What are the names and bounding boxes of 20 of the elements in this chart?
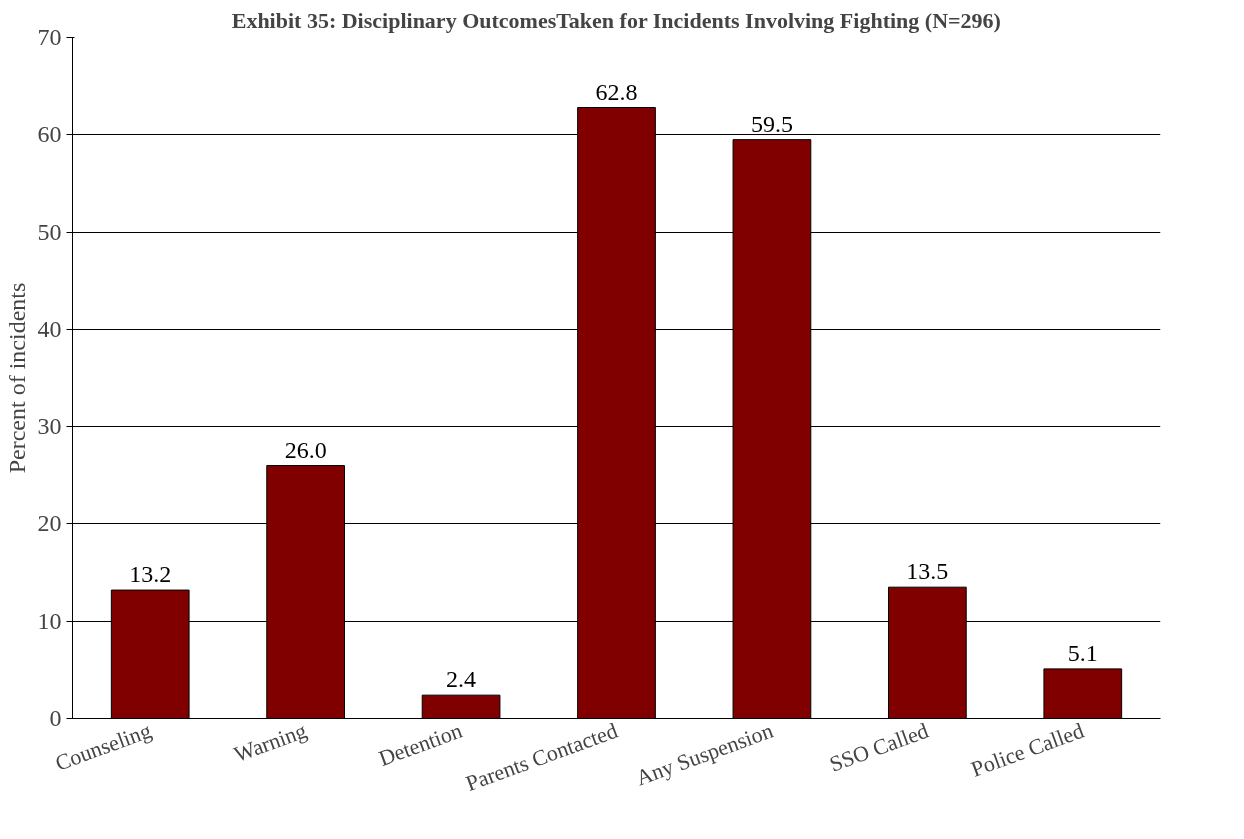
y-tick-label: 50 (37, 218, 62, 245)
x-tick-label: Warning (230, 717, 310, 768)
y-tick-label: 30 (37, 413, 62, 440)
y-axis-title: Percent of incidents (3, 282, 30, 474)
y-tick-label: 20 (37, 510, 62, 537)
data-label: 13.5 (906, 558, 949, 585)
y-tick-label: 60 (37, 121, 62, 148)
chart-title: Exhibit 35: Disciplinary OutcomesTaken for Incidents Involving Fighting (N=296) (231, 7, 1001, 33)
y-tick-label: 0 (49, 705, 62, 731)
data-label: 59.5 (750, 110, 793, 137)
x-tick-label: SSO Called (826, 717, 932, 777)
data-label: 5.1 (1067, 639, 1098, 666)
y-tick-label: 40 (37, 315, 62, 342)
data-label: 62.8 (595, 78, 638, 105)
data-label: 13.2 (129, 561, 172, 588)
data-label: 26.0 (284, 436, 327, 463)
y-tick-label: 70 (37, 24, 62, 50)
data-label: 2.4 (446, 666, 477, 693)
y-tick-label: 10 (37, 607, 62, 634)
x-tick-label: Police Called (967, 717, 1088, 782)
